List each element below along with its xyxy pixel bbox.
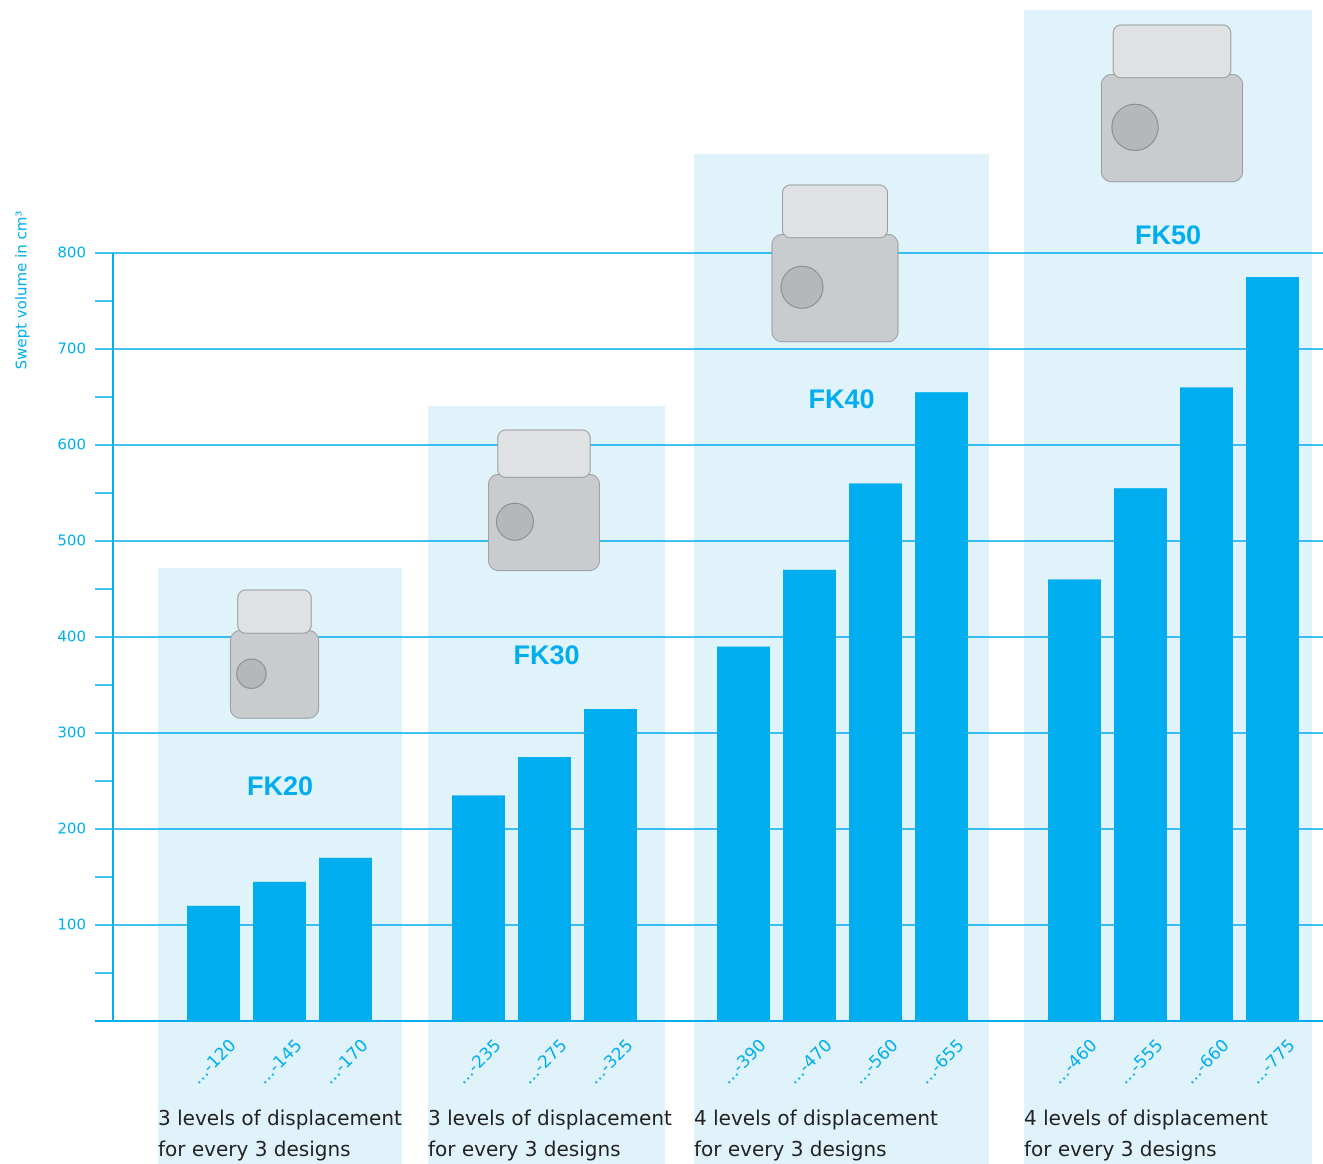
bar	[849, 483, 902, 1021]
group-caption: 3 levels of displacement	[158, 1106, 402, 1130]
bar	[452, 795, 505, 1021]
bar	[518, 757, 571, 1021]
y-tick-label: 500	[57, 532, 86, 550]
y-tick-label: 600	[57, 436, 86, 454]
group-caption: 4 levels of displacement	[1024, 1106, 1268, 1130]
y-tick-label: 800	[57, 244, 86, 262]
bar	[1048, 579, 1101, 1021]
bar	[1246, 277, 1299, 1021]
compressor-head	[237, 589, 312, 634]
y-tick-label: 200	[57, 820, 86, 838]
bar	[1114, 488, 1167, 1021]
group-caption: 3 levels of displacement	[428, 1106, 672, 1130]
y-tick-label: 400	[57, 628, 86, 646]
group-caption: for every 3 designs	[428, 1137, 621, 1161]
bar	[187, 905, 240, 1021]
group-caption: 4 levels of displacement	[694, 1106, 938, 1130]
bar	[717, 646, 770, 1021]
bar	[253, 881, 306, 1021]
group-label: FK30	[513, 640, 579, 670]
group-caption: for every 3 designs	[1024, 1137, 1217, 1161]
y-tick-label: 700	[57, 340, 86, 358]
y-tick-label: 100	[57, 916, 86, 934]
compressor-shaft	[780, 265, 824, 309]
bar	[915, 392, 968, 1021]
bar	[584, 709, 637, 1021]
compressor-head	[497, 429, 591, 478]
bar	[1180, 387, 1233, 1021]
compressor-shaft	[495, 502, 534, 541]
y-axis-label: Swept volume in cm³	[13, 211, 31, 370]
group-caption: for every 3 designs	[158, 1137, 351, 1161]
compressor-head	[1112, 24, 1232, 79]
group-label: FK50	[1135, 220, 1201, 250]
compressor-head	[782, 184, 888, 239]
compressor-shaft	[1111, 103, 1159, 151]
y-tick-label: 300	[57, 724, 86, 742]
group-label: FK20	[247, 771, 313, 801]
bar	[783, 569, 836, 1021]
group-caption: for every 3 designs	[694, 1137, 887, 1161]
compressor-shaft	[236, 658, 267, 689]
group-label: FK40	[808, 384, 874, 414]
bar	[319, 857, 372, 1021]
